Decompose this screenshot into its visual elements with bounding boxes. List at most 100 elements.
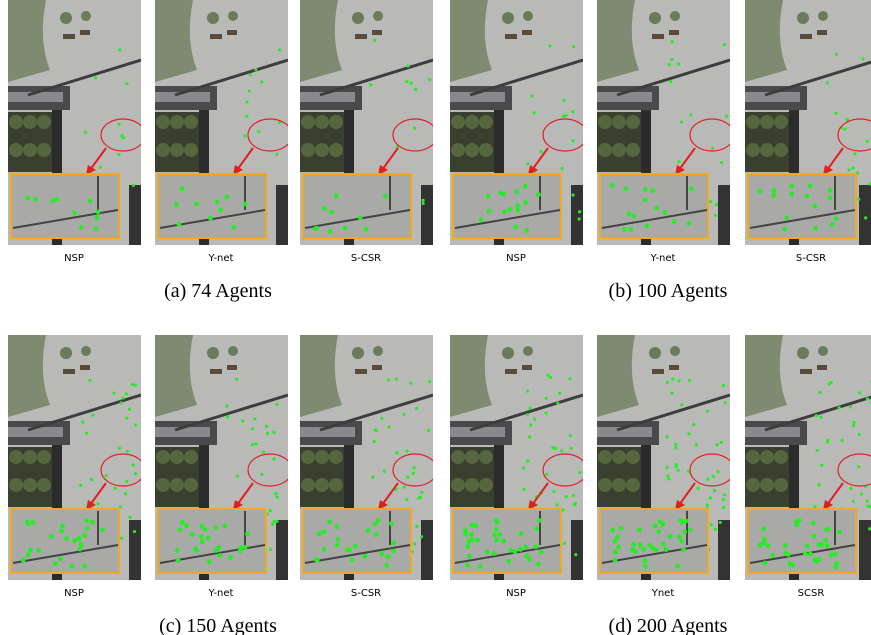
agent-dot	[572, 494, 575, 497]
aerial-image	[300, 0, 437, 245]
agent-dot	[384, 563, 389, 568]
aerial-image	[155, 0, 292, 245]
agent-dot	[552, 490, 555, 493]
agent-dot	[654, 206, 659, 211]
tree	[797, 12, 809, 24]
agent-dot	[833, 564, 838, 569]
agent-dot	[528, 435, 531, 438]
image-body	[300, 335, 437, 580]
agent-dot	[88, 199, 93, 204]
agent-dot	[364, 227, 369, 232]
agent-dot	[667, 477, 670, 480]
agent-dot	[813, 226, 818, 231]
agent-dot	[37, 548, 42, 553]
agent-dot	[814, 559, 819, 564]
agent-dot	[613, 558, 618, 563]
agent-dot	[133, 530, 136, 533]
agent-dot	[253, 417, 256, 420]
agent-dot	[619, 526, 624, 531]
agent-dot	[90, 478, 93, 481]
agent-dot	[122, 136, 125, 139]
agent-dot	[200, 540, 205, 545]
tree	[9, 143, 23, 157]
agent-dot	[551, 446, 554, 449]
agent-dot	[688, 379, 691, 382]
agent-dot	[858, 433, 861, 436]
agent-dot	[623, 186, 628, 191]
agent-dot	[682, 529, 687, 534]
bench	[80, 365, 90, 370]
agent-dot	[818, 391, 821, 394]
agent-dot	[177, 527, 182, 532]
agent-dot	[833, 552, 838, 557]
agent-dot	[94, 76, 97, 79]
bench	[210, 369, 222, 374]
agent-dot	[374, 428, 377, 431]
agent-dot	[678, 160, 681, 163]
agent-dot	[527, 557, 532, 562]
aerial-image	[8, 0, 145, 245]
agent-dot	[615, 535, 620, 540]
agent-dot	[273, 520, 276, 523]
aerial-image	[745, 335, 871, 580]
method-label: Y-net	[208, 588, 234, 599]
agent-dot	[26, 552, 31, 557]
agent-dot	[79, 542, 84, 547]
agent-dot	[275, 520, 278, 523]
tree	[612, 450, 626, 464]
agent-dot	[226, 415, 229, 418]
agent-dot	[269, 509, 272, 512]
image-body	[155, 0, 292, 245]
agent-dot	[692, 423, 695, 426]
agent-dot	[630, 547, 635, 552]
agent-dot	[81, 421, 84, 424]
tree	[301, 478, 315, 492]
agent-dot	[85, 526, 90, 531]
agent-dot	[710, 523, 713, 526]
agent-dot	[725, 114, 728, 117]
agent-dot	[563, 542, 566, 545]
agent-dot	[498, 532, 503, 537]
agent-dot	[126, 450, 129, 453]
tree	[598, 143, 612, 157]
agent-dot	[391, 540, 396, 545]
agent-dot	[825, 544, 830, 549]
tree	[746, 115, 760, 129]
agent-dot	[334, 193, 339, 198]
agent-dot	[578, 471, 581, 474]
agent-dot	[530, 95, 533, 98]
agent-dot	[506, 559, 511, 564]
bench	[355, 34, 367, 39]
agent-dot	[526, 460, 529, 463]
agent-dot	[124, 492, 127, 495]
agent-dot	[526, 413, 529, 416]
tree	[9, 450, 23, 464]
method-label: Y-net	[208, 253, 234, 264]
agent-dot	[427, 429, 430, 432]
tree	[479, 478, 493, 492]
agent-dot	[558, 392, 561, 395]
agent-dot	[391, 549, 396, 554]
agent-dot	[21, 558, 26, 563]
agent-dot	[656, 529, 661, 534]
agent-dot	[714, 214, 717, 217]
agent-dot	[706, 504, 709, 507]
fence	[129, 185, 141, 245]
agent-dot	[495, 520, 500, 525]
agent-dot	[534, 526, 539, 531]
agent-dot	[858, 391, 861, 394]
agent-dot	[669, 80, 672, 83]
agent-dot	[120, 537, 123, 540]
agent-dot	[866, 397, 869, 400]
agent-dot	[857, 198, 860, 201]
agent-dot	[637, 528, 642, 533]
agent-dot	[328, 229, 333, 234]
agent-dot	[105, 474, 108, 477]
agent-dot	[275, 403, 278, 406]
fence	[718, 520, 730, 580]
agent-dot	[675, 463, 678, 466]
agent-dot	[518, 547, 523, 552]
method-label: S-CSR	[351, 588, 381, 599]
agent-dot	[826, 439, 829, 442]
agent-dot	[96, 502, 99, 505]
